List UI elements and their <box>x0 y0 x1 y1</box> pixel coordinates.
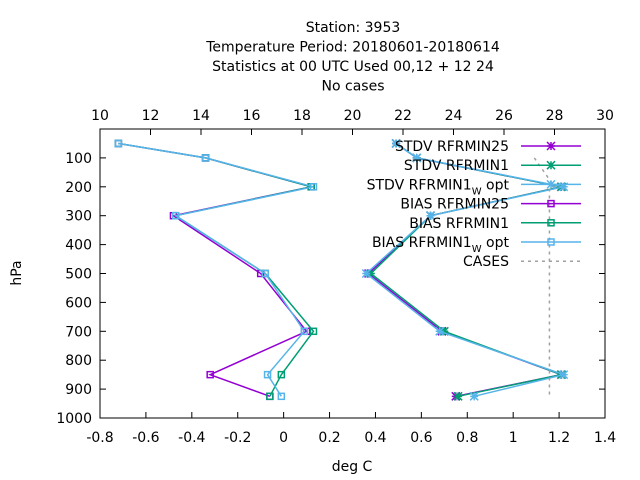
y-tick-label: 100 <box>65 151 92 167</box>
data-point <box>426 211 436 221</box>
data-point <box>546 160 556 170</box>
data-point <box>547 238 555 246</box>
y-tick-label: 400 <box>65 238 92 254</box>
data-point <box>172 211 180 220</box>
series-5 <box>114 139 318 401</box>
data-point <box>391 138 401 148</box>
data-point <box>559 370 569 380</box>
data-point <box>206 370 214 379</box>
x-tick-label: 1 <box>509 430 518 446</box>
x2-tick-label: 22 <box>394 108 412 124</box>
plot-frame <box>99 128 606 419</box>
legend-entry: STDV RFRMIN25 <box>395 139 581 155</box>
series-group <box>114 138 569 401</box>
y-tick-label: 600 <box>65 295 92 311</box>
x-tick-label: 0.8 <box>456 430 478 446</box>
series-2 <box>361 138 569 401</box>
data-point <box>546 141 556 151</box>
x-tick-label: 0.4 <box>364 430 386 446</box>
data-point <box>266 392 274 401</box>
data-point <box>201 154 210 162</box>
legend-entry: STDV RFRMIN1W opt <box>367 177 581 197</box>
y-tick-label: 900 <box>65 382 92 398</box>
legend: STDV RFRMIN25 STDV RFRMIN1 STDV RFRMIN1W o… <box>367 139 581 270</box>
data-point <box>309 327 318 336</box>
y-tick-label: 200 <box>65 180 92 196</box>
x2-tick-label: 12 <box>142 108 160 124</box>
data-point <box>546 179 556 189</box>
x-tick-label: 1.4 <box>594 430 616 446</box>
y-axis-label: hPa <box>9 260 25 285</box>
data-point <box>469 391 479 401</box>
data-point <box>300 327 309 336</box>
data-point <box>277 392 286 401</box>
data-point <box>114 139 123 148</box>
title-line: Statistics at 00 UTC Used 00,12 + 12 24 <box>212 59 494 75</box>
x2-axis-tick-labels: 10 12 14 16 18 20 22 24 26 28 30 <box>91 108 614 124</box>
x-tick-label: 1.2 <box>548 430 570 446</box>
title-line: Temperature Period: 20180601-20180614 <box>205 40 500 56</box>
legend-label: BIAS RFRMIN1W opt <box>372 235 510 255</box>
x-tick-label: -0.6 <box>132 430 159 446</box>
data-point <box>309 183 318 191</box>
legend-entry: BIAS RFRMIN1 <box>409 216 581 232</box>
series-line <box>118 142 314 397</box>
x2-tick-label: 24 <box>445 108 463 124</box>
x2-tick-label: 14 <box>192 108 210 124</box>
x2-tick-label: 30 <box>596 108 614 124</box>
chart-title: Station: 3953 Temperature Period: 2018060… <box>205 20 500 95</box>
y-tick-label: 500 <box>65 267 92 283</box>
legend-label: STDV RFRMIN1W opt <box>367 177 510 197</box>
series-line <box>118 142 315 397</box>
data-point <box>547 219 555 227</box>
x2-tick-label: 20 <box>344 108 362 124</box>
data-point <box>547 199 555 208</box>
legend-entry: CASES <box>463 254 581 270</box>
legend-entry: BIAS RFRMIN25 <box>400 197 581 213</box>
x-axis-label: deg C <box>332 459 373 475</box>
legend-label: BIAS RFRMIN25 <box>400 197 509 213</box>
data-point <box>439 326 449 336</box>
data-point <box>366 268 376 279</box>
legend-label: BIAS RFRMIN1 <box>409 216 509 232</box>
title-line: Station: 3953 <box>306 20 401 36</box>
x-axis-tick-labels: -0.8 -0.6 -0.4 -0.2 0 0.2 0.4 0.6 0.8 1 1.2 1.4 <box>86 430 616 446</box>
series-6 <box>533 157 556 397</box>
y-tick-label: 800 <box>65 353 92 369</box>
data-point <box>361 268 371 279</box>
y-axis-tick-labels: 100 200 300 400 500 600 700 800 900 1000 <box>56 151 92 427</box>
legend-entry: BIAS RFRMIN1W opt <box>372 235 581 255</box>
legend-label: STDV RFRMIN1 <box>404 158 509 174</box>
x-tick-label: -0.2 <box>224 430 251 446</box>
y-tick-label: 1000 <box>56 411 92 427</box>
axis-ticks <box>99 129 606 419</box>
data-point <box>435 326 445 336</box>
x-tick-label: -0.4 <box>178 430 205 446</box>
series-line <box>533 157 556 397</box>
x2-tick-label: 18 <box>293 108 311 124</box>
x2-tick-label: 16 <box>243 108 261 124</box>
legend-label: STDV RFRMIN25 <box>395 139 509 155</box>
data-point <box>559 182 569 192</box>
x2-tick-label: 10 <box>91 108 109 124</box>
data-point <box>261 269 270 278</box>
series-line <box>365 142 567 398</box>
x-tick-label: 0 <box>279 430 288 446</box>
data-point <box>453 391 463 401</box>
data-point <box>263 370 272 379</box>
x2-tick-label: 26 <box>495 108 513 124</box>
data-point <box>412 153 422 163</box>
x2-tick-label: 28 <box>546 108 564 124</box>
title-line: No cases <box>322 79 385 95</box>
data-point <box>277 370 286 379</box>
x-tick-label: -0.8 <box>86 430 113 446</box>
x-tick-label: 0.6 <box>410 430 432 446</box>
x-tick-label: 0.2 <box>318 430 340 446</box>
legend-entry: STDV RFRMIN1 <box>404 158 581 174</box>
y-tick-label: 700 <box>65 324 92 340</box>
y-tick-label: 300 <box>65 209 92 225</box>
legend-label: CASES <box>463 254 509 270</box>
